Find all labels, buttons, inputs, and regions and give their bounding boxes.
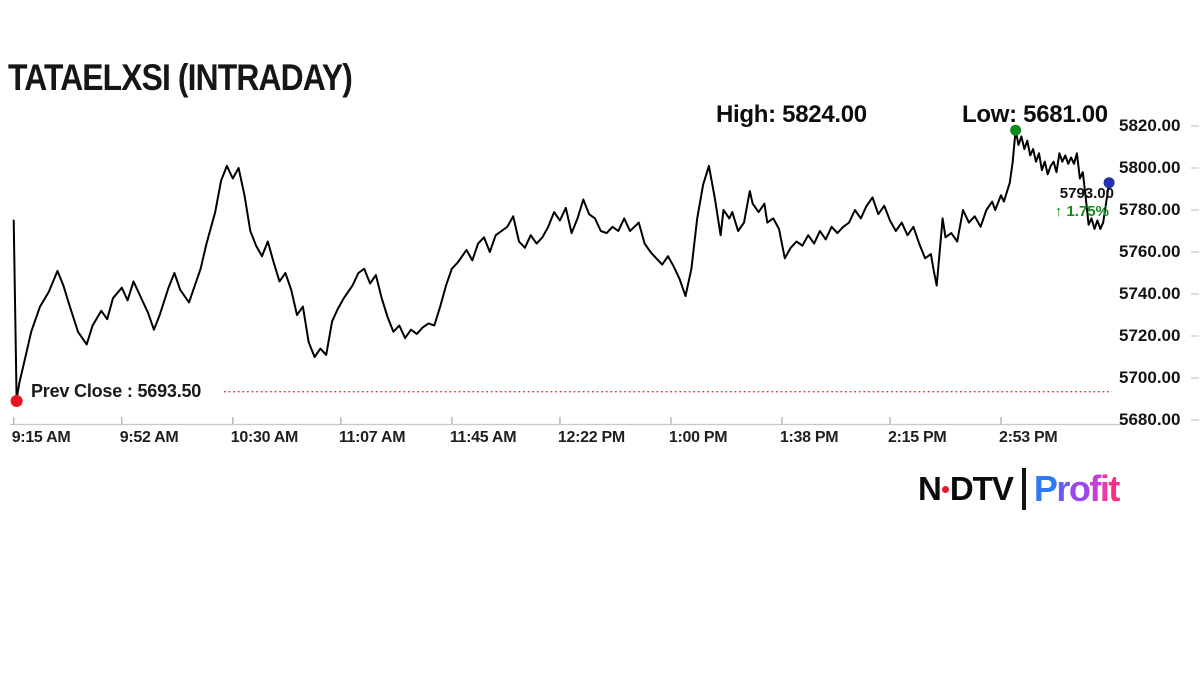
last-price-label: 5793.00 [1059, 185, 1114, 202]
last-price-dot [1103, 177, 1115, 189]
prev-close-dot [10, 395, 23, 407]
y-tick-label: 5800.00 [1119, 158, 1181, 177]
profit-letter: t [1108, 468, 1120, 509]
x-tick-label: 1:00 PM [668, 429, 728, 446]
change-percent-value: 1.75% [1066, 203, 1109, 220]
x-tick-label: 2:15 PM [888, 429, 947, 446]
x-tick-label: 1:38 PM [779, 429, 839, 446]
day-high-label: High: 5824.00 [716, 101, 867, 128]
ndtv-red-dot-icon [941, 485, 949, 493]
profit-letter: i [1099, 468, 1110, 509]
y-tick-label: 5760.00 [1119, 242, 1181, 261]
y-tick-label: 5720.00 [1119, 326, 1181, 345]
profit-letter: o [1068, 468, 1091, 509]
y-tick-label: 5740.00 [1119, 284, 1181, 303]
y-tick-label: 5780.00 [1119, 200, 1181, 219]
x-tick-label: 11:07 AM [338, 429, 406, 446]
y-tick-label: 5820.00 [1119, 116, 1181, 135]
ndtv-wordmark: N DTV [918, 470, 1014, 507]
profit-letter: P [1033, 468, 1058, 509]
x-tick-label: 9:52 AM [119, 429, 179, 446]
change-percent-label: ↑ 1.75% [1030, 203, 1109, 220]
day-high-dot [1010, 124, 1022, 136]
x-tick-label: 10:30 AM [230, 429, 299, 446]
prev-close-label: Prev Close : 5693.50 [31, 381, 202, 401]
up-arrow-icon: ↑ [1054, 203, 1063, 220]
day-low-label: Low: 5681.00 [962, 101, 1108, 128]
profit-wordmark: Profit [1033, 468, 1120, 510]
chart-title: TATAELXSI (INTRADAY) [8, 57, 353, 98]
ndtv-profit-logo: N DTV Profit [918, 468, 1120, 510]
x-tick-label: 9:15 AM [11, 429, 71, 446]
x-tick-label: 11:45 AM [449, 429, 517, 446]
y-tick-label: 5700.00 [1119, 368, 1181, 387]
profit-letter: f [1089, 468, 1101, 509]
logo-divider [1021, 468, 1026, 510]
x-tick-label: 12:22 PM [557, 429, 625, 446]
profit-letter: r [1056, 468, 1070, 509]
y-tick-label: 5680.00 [1119, 410, 1181, 429]
x-tick-label: 2:53 PM [998, 429, 1058, 446]
